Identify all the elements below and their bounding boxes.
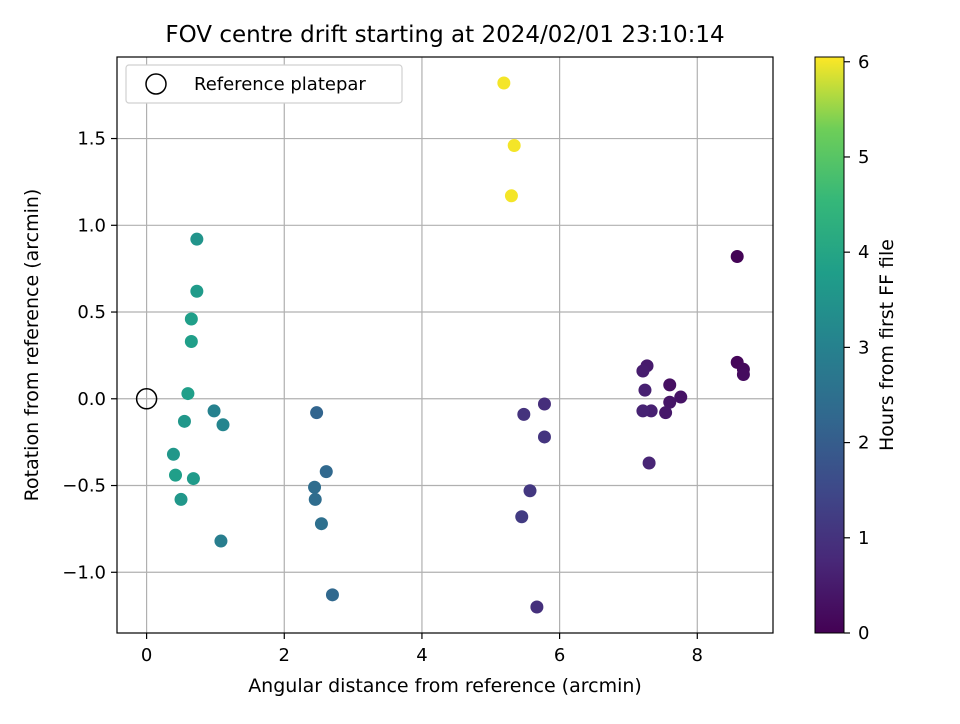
data-point (181, 387, 195, 401)
data-point (636, 404, 650, 418)
data-point (730, 250, 744, 264)
data-point (504, 189, 518, 203)
y-tick-label: −0.5 (62, 476, 106, 497)
grid-lines (117, 57, 773, 633)
data-point (636, 364, 650, 378)
y-tick-label: 0.5 (77, 302, 106, 323)
data-point (659, 406, 673, 420)
data-point (507, 138, 521, 152)
data-point (517, 407, 531, 421)
data-point (314, 517, 328, 531)
data-point (166, 447, 180, 461)
colorbar-tick-label: 1 (858, 528, 869, 549)
data-point (214, 534, 228, 548)
y-tick-label: 0.0 (77, 389, 106, 410)
data-point (310, 406, 324, 420)
data-point (663, 378, 677, 392)
y-tick-label: 1.5 (77, 129, 106, 150)
colorbar-tick-label: 2 (858, 433, 869, 454)
data-points (135, 76, 750, 614)
colorbar-ticks: 0 1 2 3 4 5 6 (844, 52, 869, 644)
y-axis-ticks: −1.0 −0.5 0.0 0.5 1.0 1.5 (62, 129, 117, 583)
colorbar-label: Hours from first FF file (876, 239, 898, 451)
data-point (216, 418, 230, 432)
colorbar-tick-label: 5 (858, 147, 869, 168)
x-tick-label: 2 (279, 645, 290, 666)
colorbar-tick-label: 3 (858, 337, 869, 358)
data-point (530, 600, 544, 614)
x-axis-label: Angular distance from reference (arcmin) (248, 675, 642, 697)
data-point (184, 335, 198, 349)
x-tick-label: 8 (692, 645, 703, 666)
data-point (186, 472, 200, 486)
x-tick-label: 4 (416, 645, 427, 666)
data-point (177, 414, 191, 428)
data-point (308, 492, 322, 506)
y-tick-label: 1.0 (77, 215, 106, 236)
y-tick-label: −1.0 (62, 562, 106, 583)
legend: Reference platepar (125, 64, 403, 104)
data-point (523, 484, 537, 498)
plot-area-frame (116, 56, 774, 634)
data-point (674, 390, 688, 404)
data-point (184, 312, 198, 326)
legend-box (125, 64, 403, 104)
data-point (190, 284, 204, 298)
data-point (308, 480, 322, 494)
data-point (325, 588, 339, 602)
reference-platepar-marker (135, 388, 158, 410)
colorbar (814, 56, 845, 634)
data-point (169, 468, 183, 482)
legend-label: Reference platepar (194, 74, 366, 95)
data-point (174, 492, 188, 506)
y-axis-label: Rotation from reference (arcmin) (21, 189, 43, 502)
data-point (497, 76, 511, 90)
data-point (207, 404, 221, 418)
chart-title: FOV centre drift starting at 2024/02/01 … (165, 22, 724, 48)
data-point (319, 465, 333, 479)
colorbar-tick-label: 4 (858, 242, 869, 263)
x-tick-label: 6 (554, 645, 565, 666)
legend-marker-icon (145, 73, 167, 95)
data-point (190, 232, 204, 246)
data-point (736, 367, 750, 381)
data-point (537, 430, 551, 444)
data-point (638, 383, 652, 397)
data-point (642, 456, 656, 470)
x-axis-ticks: 0 2 4 6 8 (141, 633, 703, 666)
data-point (515, 510, 529, 524)
data-point (663, 395, 677, 409)
colorbar-tick-label: 6 (858, 52, 869, 73)
colorbar-tick-label: 0 (858, 623, 869, 644)
data-point (537, 397, 551, 411)
x-tick-label: 0 (141, 645, 152, 666)
